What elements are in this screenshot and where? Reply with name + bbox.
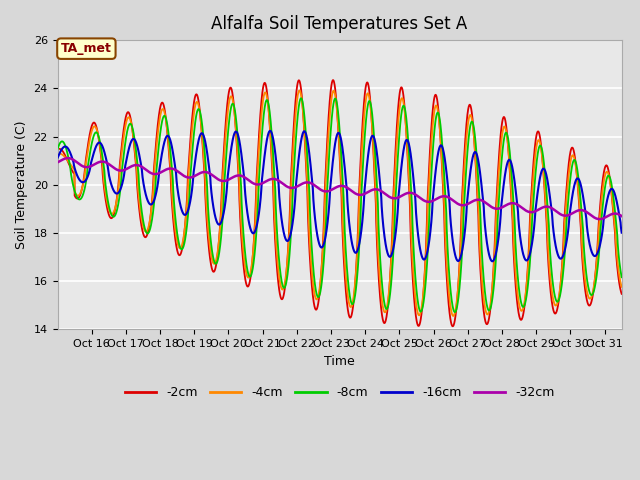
-2cm <box>547 284 554 290</box>
X-axis label: Time: Time <box>324 355 355 368</box>
-32cm <box>270 176 278 182</box>
-32cm <box>607 212 615 217</box>
-32cm <box>294 183 302 189</box>
-16cm <box>266 128 274 134</box>
-4cm <box>618 284 625 290</box>
Line: -32cm: -32cm <box>58 158 621 219</box>
-32cm <box>546 204 554 210</box>
-8cm <box>294 108 302 113</box>
-16cm <box>152 193 159 199</box>
-2cm <box>329 77 337 83</box>
-4cm <box>270 191 278 197</box>
-2cm <box>294 78 302 84</box>
-4cm <box>547 273 554 279</box>
-32cm <box>54 159 61 165</box>
Line: -4cm: -4cm <box>58 90 621 316</box>
-32cm <box>152 171 159 177</box>
-2cm <box>618 291 625 297</box>
-8cm <box>451 309 459 315</box>
-16cm <box>607 186 615 192</box>
-2cm <box>54 146 61 152</box>
-4cm <box>152 156 159 162</box>
-16cm <box>54 155 61 161</box>
-32cm <box>596 216 604 222</box>
-8cm <box>54 146 61 152</box>
-4cm <box>54 151 61 157</box>
-8cm <box>118 168 125 174</box>
-2cm <box>607 185 615 191</box>
-2cm <box>449 324 456 329</box>
-16cm <box>488 258 496 264</box>
-8cm <box>618 275 625 280</box>
-2cm <box>118 142 125 148</box>
-8cm <box>298 96 305 101</box>
Line: -16cm: -16cm <box>58 131 621 261</box>
-8cm <box>270 163 278 169</box>
-4cm <box>607 185 615 191</box>
-2cm <box>270 210 278 216</box>
Legend: -2cm, -4cm, -8cm, -16cm, -32cm: -2cm, -4cm, -8cm, -16cm, -32cm <box>120 381 559 404</box>
Line: -2cm: -2cm <box>58 80 621 326</box>
-16cm <box>118 182 125 188</box>
-16cm <box>618 230 625 236</box>
Y-axis label: Soil Temperature (C): Soil Temperature (C) <box>15 120 28 249</box>
-8cm <box>152 184 159 190</box>
-32cm <box>118 168 126 173</box>
-16cm <box>547 196 554 202</box>
-8cm <box>547 251 554 256</box>
-4cm <box>296 87 303 93</box>
-2cm <box>152 148 159 154</box>
-4cm <box>118 149 125 155</box>
-32cm <box>64 155 72 161</box>
Text: TA_met: TA_met <box>61 42 112 55</box>
-4cm <box>294 90 302 96</box>
-32cm <box>618 213 625 219</box>
Line: -8cm: -8cm <box>58 98 621 312</box>
-16cm <box>270 141 278 147</box>
-16cm <box>294 157 302 163</box>
-4cm <box>449 313 457 319</box>
-8cm <box>607 178 615 184</box>
Title: Alfalfa Soil Temperatures Set A: Alfalfa Soil Temperatures Set A <box>211 15 468 33</box>
